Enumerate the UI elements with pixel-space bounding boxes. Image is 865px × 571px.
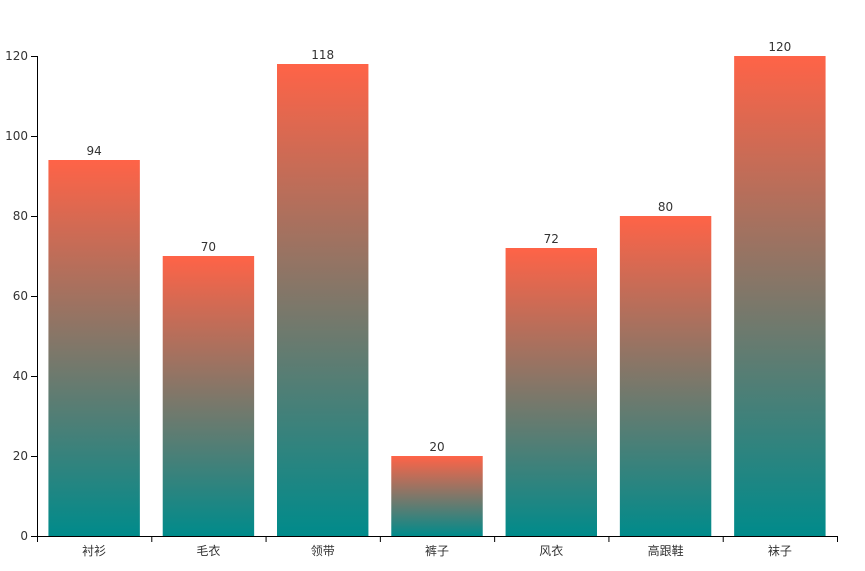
x-tick-label: 衬衫 bbox=[82, 544, 106, 558]
x-tick-label: 袜子 bbox=[768, 544, 792, 558]
x-tick-label: 领带 bbox=[311, 544, 335, 558]
bar bbox=[619, 216, 712, 536]
bar bbox=[391, 456, 483, 536]
y-tick-label: 80 bbox=[13, 209, 28, 223]
y-tick-label: 0 bbox=[20, 529, 28, 543]
value-label: 120 bbox=[768, 40, 791, 54]
y-tick-label: 120 bbox=[5, 49, 28, 63]
value-label: 72 bbox=[544, 232, 559, 246]
value-label: 70 bbox=[201, 240, 216, 254]
bar bbox=[162, 256, 255, 536]
bar bbox=[505, 248, 597, 536]
x-tick-label: 毛衣 bbox=[196, 543, 220, 558]
bar bbox=[48, 160, 140, 536]
value-label: 94 bbox=[87, 144, 102, 158]
x-tick-label: 高跟鞋 bbox=[648, 543, 684, 558]
x-tick-label: 风衣 bbox=[539, 543, 563, 558]
value-label: 118 bbox=[311, 48, 334, 62]
y-tick-label: 40 bbox=[13, 369, 28, 383]
value-label: 80 bbox=[658, 200, 673, 214]
bar bbox=[277, 64, 369, 536]
y-tick-label: 60 bbox=[13, 289, 28, 303]
bar bbox=[734, 56, 826, 536]
y-tick-label: 20 bbox=[13, 449, 28, 463]
y-tick-label: 100 bbox=[5, 129, 28, 143]
x-tick-label: 裤子 bbox=[425, 544, 449, 558]
value-label: 20 bbox=[429, 440, 444, 454]
